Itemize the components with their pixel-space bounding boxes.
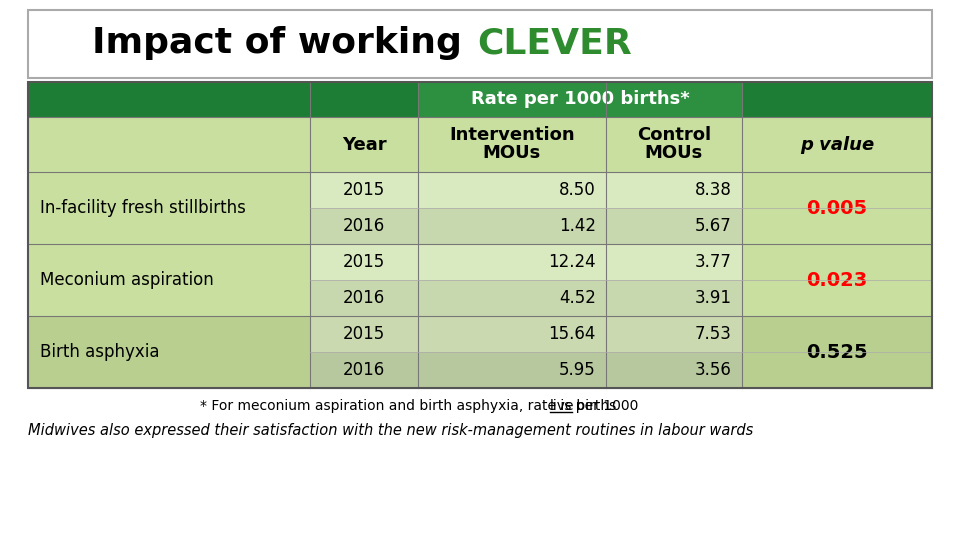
Bar — [310, 172, 418, 208]
Bar — [28, 172, 310, 244]
Bar — [418, 82, 742, 117]
Bar — [418, 117, 606, 172]
Text: 2015: 2015 — [343, 253, 385, 271]
Bar — [606, 352, 742, 388]
Bar — [742, 352, 932, 388]
Text: MOUs: MOUs — [645, 145, 703, 163]
Bar — [28, 244, 310, 316]
Bar — [310, 208, 418, 244]
Text: Rate per 1000 births*: Rate per 1000 births* — [470, 91, 689, 109]
Bar — [310, 117, 418, 172]
Bar — [418, 244, 606, 280]
Text: * For meconium aspiration and birth asphyxia, rate is per 1000: * For meconium aspiration and birth asph… — [200, 399, 643, 413]
Bar — [418, 280, 606, 316]
Bar — [28, 82, 932, 117]
Text: 0.525: 0.525 — [806, 342, 868, 361]
Bar — [606, 208, 742, 244]
Bar — [28, 10, 932, 78]
Text: 0.023: 0.023 — [806, 271, 868, 289]
Bar — [310, 244, 418, 280]
Text: Control: Control — [636, 126, 711, 145]
Text: 12.24: 12.24 — [548, 253, 596, 271]
Bar — [742, 280, 932, 316]
Text: 2016: 2016 — [343, 361, 385, 379]
Bar — [606, 280, 742, 316]
Text: 2016: 2016 — [343, 217, 385, 235]
Text: 7.53: 7.53 — [695, 325, 732, 343]
Text: Year: Year — [342, 136, 386, 153]
Bar — [742, 117, 932, 172]
Text: 15.64: 15.64 — [548, 325, 596, 343]
Text: 5.95: 5.95 — [560, 361, 596, 379]
Text: 2015: 2015 — [343, 325, 385, 343]
Text: p value: p value — [800, 136, 875, 153]
Bar — [606, 244, 742, 280]
Bar — [418, 316, 606, 352]
Bar — [310, 316, 418, 352]
Bar — [28, 316, 310, 388]
Text: 1.42: 1.42 — [559, 217, 596, 235]
Text: MOUs: MOUs — [483, 145, 541, 163]
Bar — [606, 117, 742, 172]
Text: 8.38: 8.38 — [695, 181, 732, 199]
Text: 3.56: 3.56 — [695, 361, 732, 379]
Bar — [310, 352, 418, 388]
Bar — [28, 82, 932, 388]
Bar — [742, 172, 932, 208]
Text: Midwives also expressed their satisfaction with the new risk-management routines: Midwives also expressed their satisfacti… — [28, 422, 754, 437]
Bar — [28, 117, 310, 172]
Bar — [418, 352, 606, 388]
Bar — [310, 280, 418, 316]
Bar — [418, 208, 606, 244]
Bar — [742, 208, 932, 244]
Bar — [418, 172, 606, 208]
Text: 3.91: 3.91 — [695, 289, 732, 307]
Text: Impact of working: Impact of working — [91, 26, 474, 60]
Text: Meconium aspiration: Meconium aspiration — [40, 271, 214, 289]
Text: live: live — [550, 399, 574, 413]
Text: 8.50: 8.50 — [560, 181, 596, 199]
Text: 2016: 2016 — [343, 289, 385, 307]
Text: In-facility fresh stillbirths: In-facility fresh stillbirths — [40, 199, 246, 217]
Bar — [742, 316, 932, 352]
Text: 4.52: 4.52 — [559, 289, 596, 307]
Bar — [606, 316, 742, 352]
Bar — [742, 244, 932, 280]
Text: CLEVER: CLEVER — [477, 26, 632, 60]
Text: births: births — [572, 399, 616, 413]
Text: 5.67: 5.67 — [695, 217, 732, 235]
Bar — [606, 172, 742, 208]
Text: 3.77: 3.77 — [695, 253, 732, 271]
Text: Intervention: Intervention — [449, 126, 575, 145]
Text: Birth asphyxia: Birth asphyxia — [40, 343, 159, 361]
Text: 2015: 2015 — [343, 181, 385, 199]
Text: 0.005: 0.005 — [806, 199, 868, 218]
